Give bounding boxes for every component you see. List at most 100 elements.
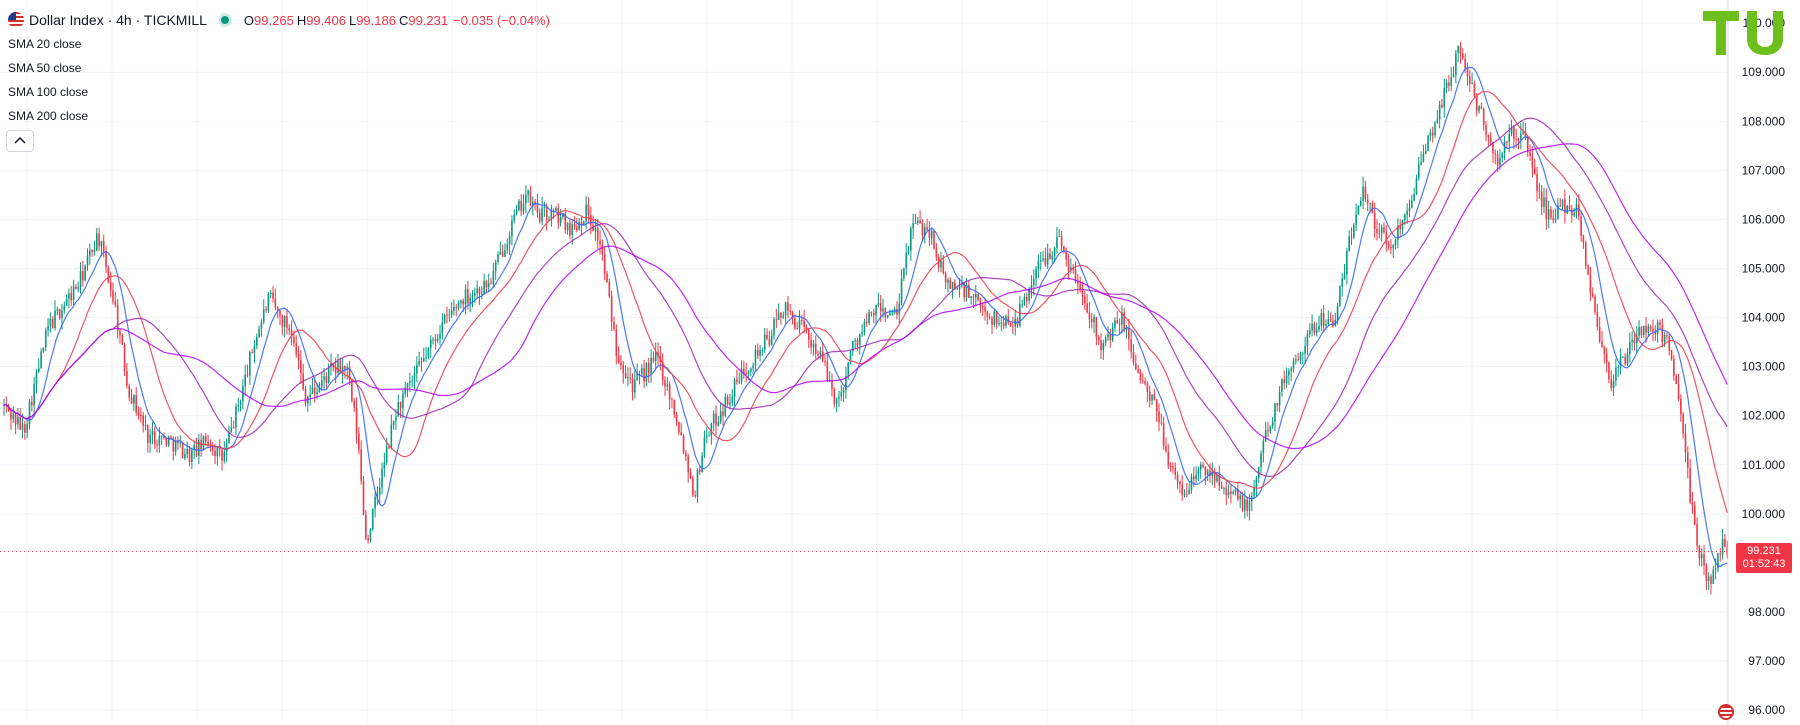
candle-body	[75, 286, 77, 290]
candle-body	[436, 338, 439, 341]
candle-body	[1026, 296, 1028, 301]
candle-body	[877, 303, 880, 306]
candle-body	[1448, 82, 1450, 87]
candle-body	[1132, 351, 1135, 363]
candle-body	[666, 384, 669, 387]
candle-body	[353, 400, 356, 408]
candle-body	[1478, 106, 1480, 111]
candle-body	[128, 385, 131, 398]
candle-body	[480, 293, 483, 295]
candle-body	[151, 430, 154, 435]
currency-flag-icon[interactable]	[1718, 704, 1734, 720]
candle-body	[668, 384, 671, 400]
candle-body	[564, 213, 567, 230]
candle-body	[84, 265, 86, 281]
candle-body	[378, 487, 381, 495]
candle-body	[7, 405, 10, 412]
candle-body	[1404, 214, 1406, 220]
candle-body	[70, 293, 73, 301]
candle-body	[599, 240, 601, 245]
candle-body	[1065, 251, 1068, 260]
candle-body	[1543, 197, 1545, 207]
candle-body	[1603, 346, 1606, 354]
candle-body	[1246, 499, 1248, 511]
candle-body	[1005, 316, 1007, 326]
candle-body	[831, 380, 833, 390]
candle-body	[1093, 317, 1095, 323]
candle-body	[566, 222, 569, 230]
candle-body	[763, 334, 766, 351]
candle-body	[1582, 235, 1585, 244]
candle-body	[98, 233, 100, 247]
candle-body	[654, 352, 657, 362]
candle-body	[1220, 485, 1223, 489]
y-tick-label: 100.000	[1742, 507, 1786, 521]
candle-body	[1705, 565, 1708, 582]
candle-body	[422, 358, 425, 362]
candle-body	[589, 214, 592, 226]
candle-body	[1230, 491, 1232, 494]
candle-body	[661, 362, 664, 380]
candle-body	[492, 271, 495, 285]
candle-body	[1475, 96, 1478, 111]
candle-body	[995, 312, 998, 325]
candle-body	[1359, 200, 1362, 206]
candle-body	[687, 456, 689, 473]
candle-body	[513, 214, 516, 221]
candle-body	[701, 455, 703, 473]
candle-body	[685, 452, 687, 457]
candle-body	[1114, 320, 1116, 328]
candle-body	[1668, 336, 1671, 351]
candle-body	[1339, 286, 1341, 306]
candle-body	[789, 310, 792, 312]
candle-body	[1237, 489, 1239, 500]
candle-body	[223, 451, 226, 461]
indicator-sma-50[interactable]: SMA 50 close	[8, 61, 82, 75]
candle-body	[1248, 501, 1251, 511]
collapse-legend-button[interactable]	[6, 130, 34, 152]
open-value: 99.265	[254, 12, 294, 28]
candle-body	[1318, 325, 1320, 330]
candle-body	[738, 381, 741, 383]
candle-body	[1179, 481, 1181, 485]
candle-body	[1155, 399, 1158, 412]
candle-body	[1366, 199, 1369, 204]
candle-body	[1571, 209, 1573, 216]
candle-body	[297, 354, 300, 361]
candle-body	[754, 349, 757, 366]
candle-body	[824, 361, 826, 363]
candle-body	[775, 319, 778, 321]
candle-body	[170, 436, 172, 439]
candle-body	[1053, 247, 1056, 257]
candle-body	[246, 374, 249, 376]
symbol-title[interactable]: Dollar Index · 4h · TICKMILL	[29, 12, 207, 28]
candle-body	[341, 366, 344, 373]
candle-body	[1703, 554, 1705, 566]
low-value: 99.186	[356, 12, 396, 28]
candle-body	[842, 390, 845, 393]
candle-body	[207, 441, 209, 446]
indicator-sma-20[interactable]: SMA 20 close	[8, 37, 82, 51]
candle-body	[1299, 354, 1302, 360]
candle-body	[889, 312, 891, 316]
candle-body	[179, 442, 182, 444]
candle-body	[1596, 312, 1599, 328]
candle-body	[673, 399, 676, 415]
candle-body	[1086, 303, 1088, 313]
indicator-sma-100[interactable]: SMA 100 close	[8, 85, 89, 99]
candle-body	[956, 288, 959, 290]
candle-body	[1135, 362, 1137, 370]
candle-body	[1638, 327, 1640, 336]
candle-body	[1612, 380, 1615, 388]
low-label: L	[348, 12, 357, 28]
candle-body	[497, 254, 499, 262]
moving-average-lines	[3, 66, 1728, 568]
candle-body	[1626, 354, 1629, 364]
candle-body	[1371, 203, 1374, 214]
candle-body	[126, 371, 128, 386]
indicator-sma-200[interactable]: SMA 200 close	[8, 109, 89, 123]
candle-body	[1415, 178, 1418, 194]
candle-body	[1422, 153, 1425, 162]
candle-body	[912, 223, 914, 229]
